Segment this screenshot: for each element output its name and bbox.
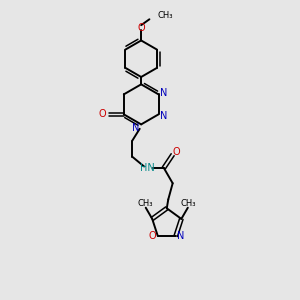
- Text: N: N: [160, 111, 167, 121]
- Text: N: N: [160, 88, 167, 98]
- Text: N: N: [177, 231, 185, 241]
- Text: O: O: [99, 110, 106, 119]
- Text: O: O: [172, 147, 180, 157]
- Text: O: O: [137, 23, 145, 33]
- Text: CH₃: CH₃: [138, 199, 153, 208]
- Text: HN: HN: [140, 163, 155, 173]
- Text: N: N: [132, 123, 140, 133]
- Text: CH₃: CH₃: [180, 199, 196, 208]
- Text: CH₃: CH₃: [158, 11, 173, 20]
- Text: O: O: [149, 231, 156, 241]
